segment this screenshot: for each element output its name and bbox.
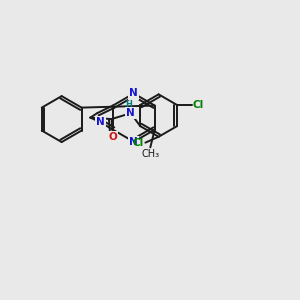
Text: Cl: Cl bbox=[193, 100, 204, 110]
Text: N: N bbox=[129, 88, 138, 98]
Text: CH₃: CH₃ bbox=[141, 149, 159, 159]
Text: H: H bbox=[126, 100, 133, 109]
Text: N: N bbox=[96, 117, 105, 127]
Text: O: O bbox=[109, 132, 117, 142]
Text: N: N bbox=[129, 137, 138, 147]
Text: Cl: Cl bbox=[132, 138, 144, 148]
Text: N: N bbox=[126, 108, 135, 118]
